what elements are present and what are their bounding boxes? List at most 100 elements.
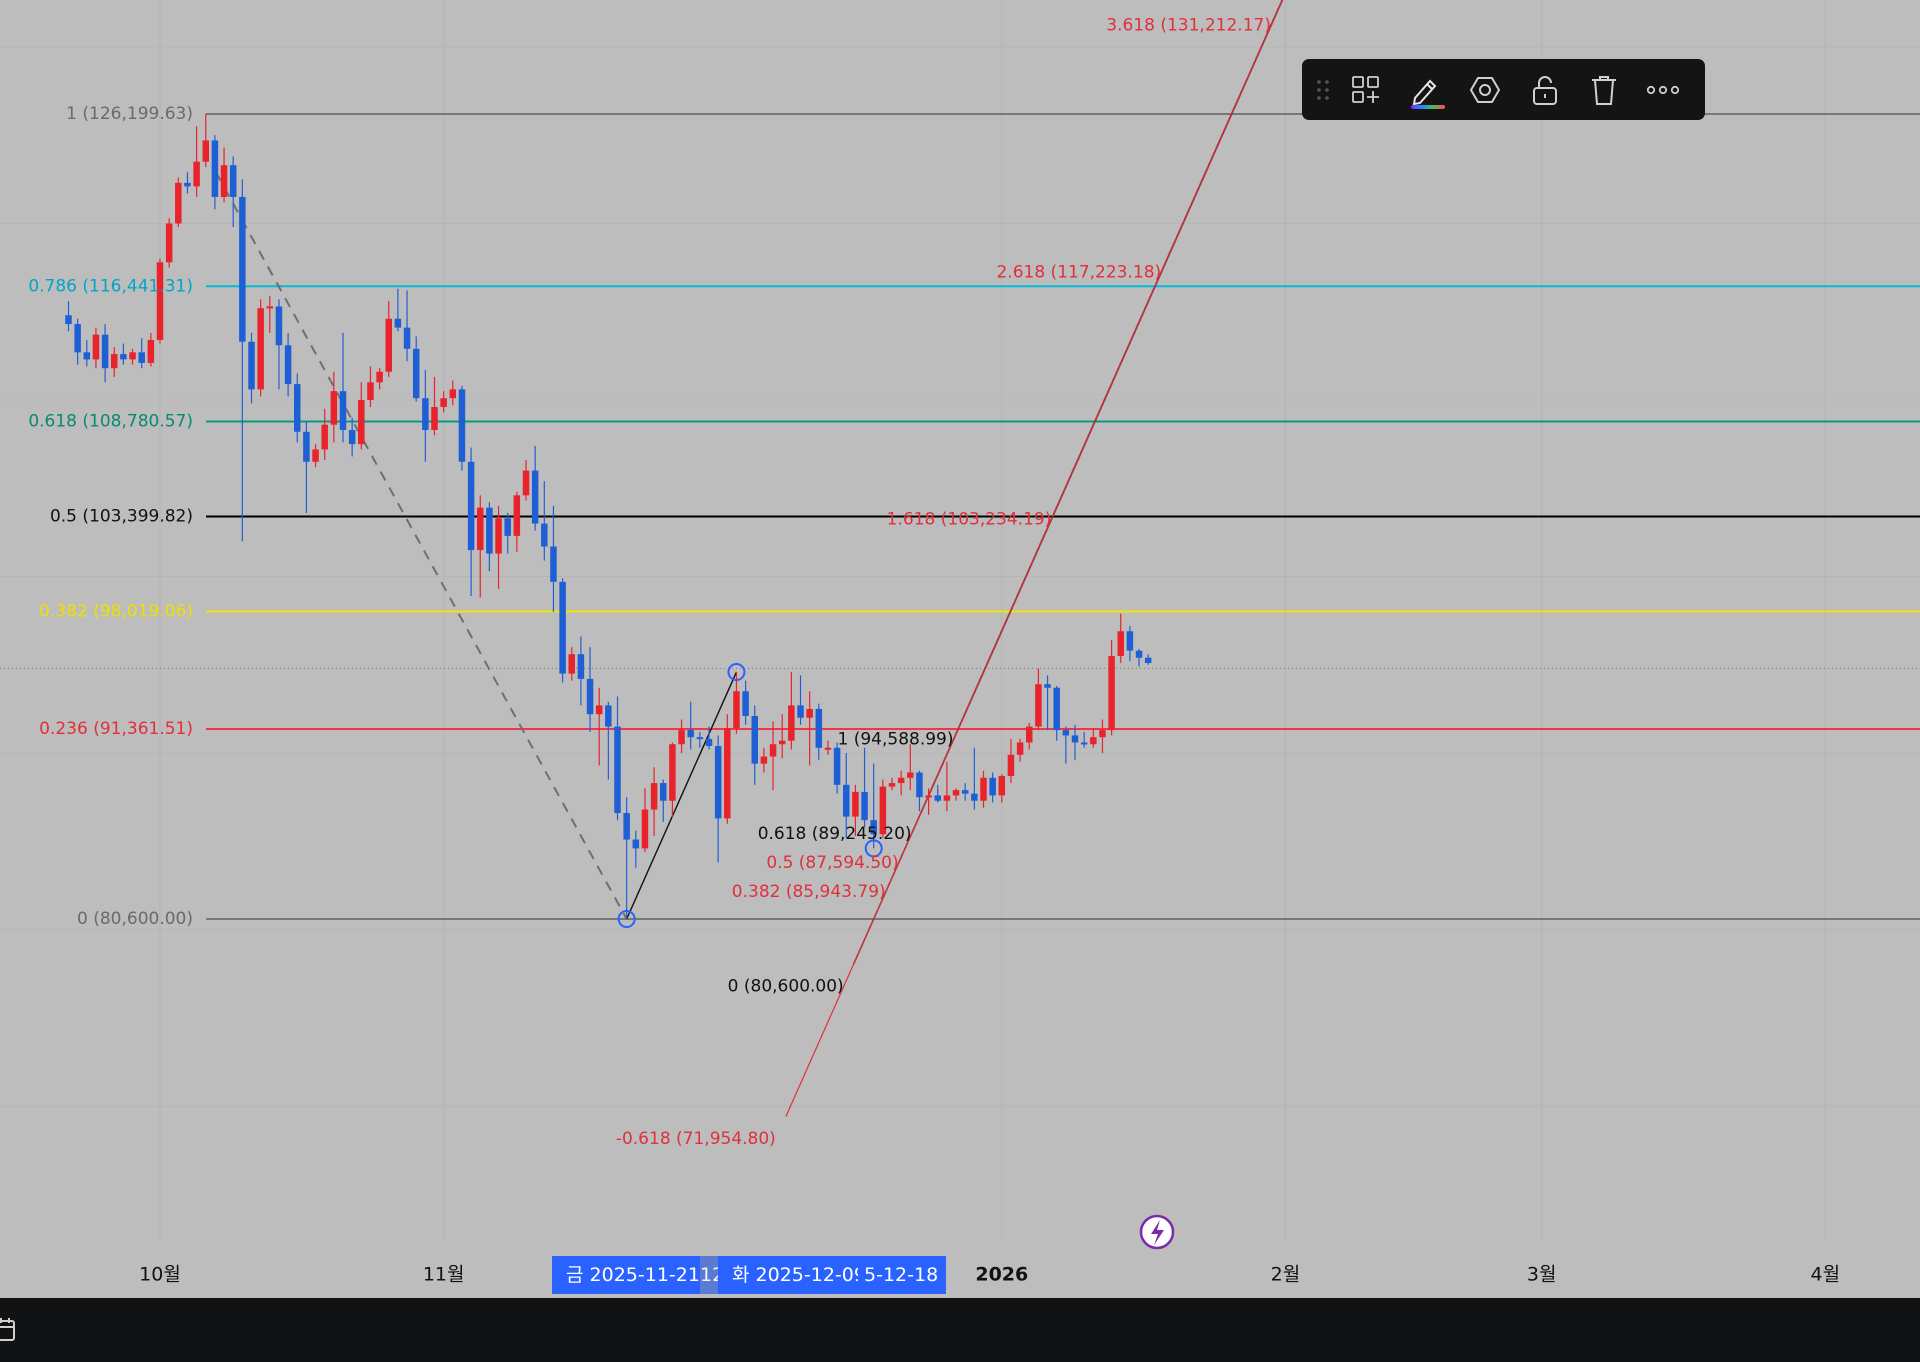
candle-body: [934, 795, 941, 801]
trash-icon[interactable]: [1574, 59, 1633, 120]
candle-body: [852, 791, 859, 817]
candle-body: [760, 756, 768, 764]
candle-body: [358, 399, 365, 445]
pencil-icon[interactable]: [1396, 59, 1455, 120]
candle-body: [1099, 730, 1106, 738]
candle-body: [568, 654, 575, 674]
candle-body: [678, 730, 685, 745]
extension-level-label: 0.382 (85,943.79): [732, 882, 886, 902]
time-axis-tick: 3월: [1527, 1264, 1557, 1286]
candle-body: [303, 431, 310, 462]
candle-body: [705, 738, 713, 746]
fib-level-label: 0.786 (116,441.31): [28, 276, 193, 296]
candle-body: [788, 705, 795, 741]
candle-body: [833, 747, 841, 785]
candle-body: [952, 790, 960, 796]
candle-body: [321, 424, 328, 450]
candle-body: [403, 327, 411, 349]
line-color-indicator: [1411, 105, 1446, 109]
candle-body: [65, 315, 72, 325]
time-axis[interactable]: 10월 11월 2026 2월 3월 4월: [139, 1264, 1840, 1286]
lightning-circle-icon[interactable]: [1139, 1214, 1175, 1250]
extension-level-label: 3.618 (131,212.17): [1106, 16, 1271, 36]
price-chart[interactable]: 1 (126,199.63) 0.786 (116,441.31) 0.618 (1…: [0, 0, 1920, 1298]
unlock-icon[interactable]: [1515, 59, 1574, 120]
candle-body: [595, 705, 603, 715]
candle-body: [806, 708, 813, 718]
candle-body: [202, 140, 209, 162]
candle-body: [943, 795, 951, 801]
candlestick-series: [65, 114, 1152, 919]
time-axis-tick: 4월: [1811, 1264, 1841, 1286]
candle-body: [815, 708, 823, 748]
fib-level-label: 1 (126,199.63): [66, 104, 193, 124]
candle-body: [330, 391, 338, 425]
candle-body: [184, 182, 191, 187]
drag-grip-icon[interactable]: [1310, 59, 1337, 120]
candle-body: [266, 306, 274, 309]
candle-body: [348, 429, 356, 445]
candle-body: [897, 777, 905, 784]
candle-body: [843, 784, 850, 817]
candle-body: [495, 518, 502, 554]
extension-level-label: 0 (80,600.00): [728, 976, 844, 996]
candle-body: [1044, 684, 1051, 688]
candle-body: [660, 783, 667, 801]
candle-body: [687, 730, 694, 738]
fib-trend-dashed-line: [214, 171, 628, 920]
more-icon[interactable]: [1634, 59, 1693, 120]
add-template-icon[interactable]: [1337, 59, 1396, 120]
candle-body: [1108, 655, 1115, 731]
fib-retracement-levels[interactable]: [206, 113, 1920, 920]
candle-body: [724, 728, 731, 819]
candle-body: [504, 518, 511, 536]
fib-level-label: 0 (80,600.00): [77, 909, 193, 929]
candle-body: [74, 324, 81, 353]
candle-body: [248, 341, 255, 390]
candle-body: [101, 334, 109, 369]
fib-level-label: 0.5 (103,399.82): [50, 506, 193, 526]
candle-body: [641, 809, 649, 849]
candle-body: [751, 715, 758, 764]
candle-body: [586, 678, 594, 715]
calendar-icon[interactable]: [0, 1316, 16, 1346]
lightning-bolt-glyph: [1151, 1220, 1164, 1245]
candle-body: [650, 783, 658, 810]
candle-body: [83, 352, 91, 360]
candle-body: [412, 348, 420, 399]
candle-body: [797, 705, 804, 718]
trend-fib-extension-lines[interactable]: [785, 0, 1920, 1117]
candle-body: [614, 726, 621, 814]
candle-body: [531, 470, 539, 524]
candle-body: [284, 345, 292, 385]
drawing-toolbar[interactable]: [1302, 59, 1705, 120]
candle-body: [1062, 730, 1070, 736]
candle-body: [1071, 735, 1079, 743]
extension-trend-line: [626, 671, 738, 920]
candle-body: [1135, 650, 1143, 658]
candle-body: [385, 318, 392, 372]
chart-level-labels: 1 (126,199.63) 0.786 (116,441.31) 0.618 (1…: [28, 16, 1271, 1150]
candle-body: [422, 398, 429, 430]
candle-body: [257, 308, 264, 390]
extension-level-label: 0.618 (89,245.20): [758, 824, 912, 844]
candle-body: [961, 790, 969, 794]
candle-body: [367, 382, 374, 400]
candle-body: [605, 705, 612, 727]
candle-body: [742, 691, 749, 716]
candle-body: [1016, 742, 1024, 755]
candle-body: [486, 507, 493, 554]
hexagon-settings-icon[interactable]: [1456, 59, 1515, 120]
crosshair-date-badge-2: 화 2025-12-09: [718, 1256, 866, 1294]
candle-body: [275, 306, 283, 346]
candle-body: [541, 523, 548, 547]
extension-level-label: 1.618 (103,234.19): [887, 509, 1052, 529]
extension-level-label: 1 (94,588.99): [837, 730, 953, 750]
crosshair-date-badge-1: 금 2025-11-21: [552, 1256, 700, 1294]
candle-body: [1090, 737, 1097, 745]
candle-body: [449, 389, 457, 399]
extension-level-line: [1170, 0, 1283, 251]
candle-body: [376, 371, 383, 383]
candle-body: [431, 407, 438, 430]
candle-body: [92, 334, 100, 360]
